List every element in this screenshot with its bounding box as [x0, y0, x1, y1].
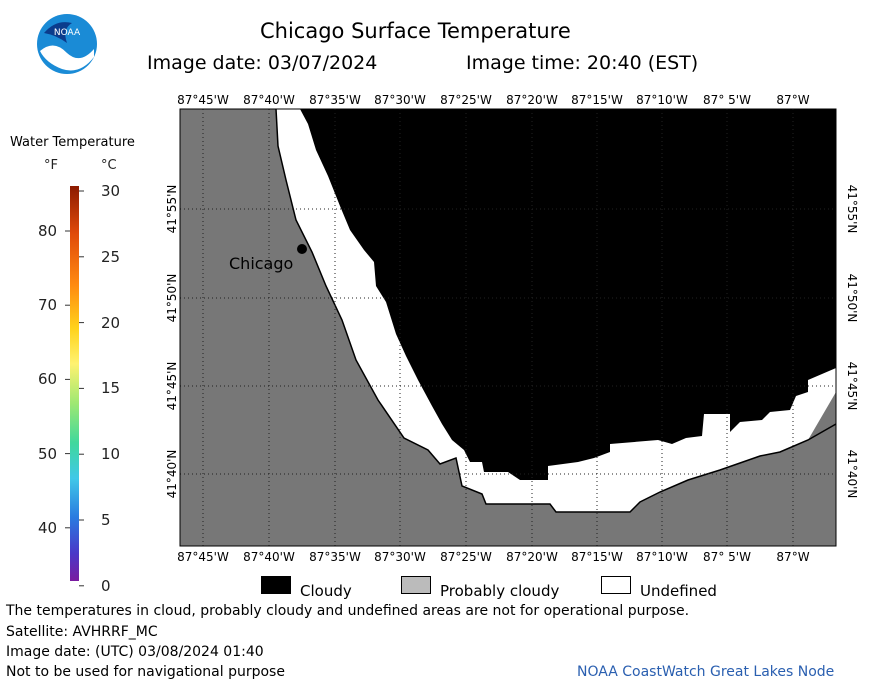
longitude-label-bottom: 87°25'W: [440, 550, 492, 564]
fahrenheit-tick-label: 80: [38, 222, 58, 240]
noaa-logo: NOAA: [37, 14, 97, 74]
shoreline: [275, 108, 837, 513]
longitude-label-top: 87°45'W: [177, 93, 229, 107]
celsius-tick-label: 20: [101, 313, 121, 332]
latitude-label-right: 41°50'N: [845, 274, 859, 323]
legend-probably-cloudy-swatch: [401, 576, 431, 594]
latitude-label-left: 41°45'N: [165, 362, 179, 411]
latitude-label-right: 41°55'N: [845, 185, 859, 234]
celsius-tick-label: 15: [101, 379, 121, 398]
latitude-label-left: 41°55'N: [165, 185, 179, 234]
scale-bar: [70, 186, 79, 581]
chicago-marker: [297, 244, 307, 254]
longitude-label-top: 87°10'W: [636, 93, 688, 107]
latitude-label-right: 41°40'N: [845, 450, 859, 499]
legend-cloudy-swatch: [261, 576, 291, 594]
latitude-label-right: 41°45'N: [845, 362, 859, 411]
unit-fahrenheit: °F: [44, 158, 58, 173]
color-scale: [65, 186, 84, 587]
map-frame: [179, 108, 837, 547]
longitude-label-top: 87°40'W: [243, 93, 295, 107]
longitude-label-top: 87°30'W: [374, 93, 426, 107]
disclaimer-text: The temperatures in cloud, probably clou…: [6, 603, 690, 619]
celsius-tick-label: 5: [101, 511, 111, 529]
temperature-scale-title: Water Temperature: [10, 135, 135, 150]
utc-date-text: Image date: (UTC) 03/08/2024 01:40: [6, 644, 264, 660]
latitude-label-left: 41°40'N: [165, 450, 179, 499]
longitude-label-bottom: 87°15'W: [571, 550, 623, 564]
longitude-label-bottom: 87°10'W: [636, 550, 688, 564]
unit-celsius: °C: [101, 158, 117, 173]
celsius-tick-label: 30: [101, 182, 121, 200]
longitude-label-bottom: 87°20'W: [506, 550, 558, 564]
longitude-label-bottom: 87° 5'W: [703, 550, 751, 564]
longitude-label-bottom: 87°45'W: [177, 550, 229, 564]
longitude-label-bottom: 87°W: [776, 550, 809, 564]
longitude-label-top: 87°20'W: [506, 93, 558, 107]
image-date: Image date: 03/07/2024: [147, 52, 378, 74]
longitude-label-top: 87° 5'W: [703, 93, 751, 107]
credit-text: NOAA CoastWatch Great Lakes Node: [577, 664, 835, 680]
longitude-label-top: 87°15'W: [571, 93, 623, 107]
legend-probably-cloudy-label: Probably cloudy: [440, 582, 560, 600]
fahrenheit-tick-label: 60: [38, 370, 58, 389]
legend-undefined-label: Undefined: [640, 582, 717, 600]
longitude-label-bottom: 87°30'W: [374, 550, 426, 564]
celsius-tick-label: 10: [101, 445, 121, 464]
fahrenheit-tick-label: 40: [38, 518, 58, 537]
navigation-warning: Not to be used for navigational purpose: [6, 664, 285, 680]
cloudy-area: [300, 109, 836, 480]
latitude-label-left: 41°50'N: [165, 274, 179, 323]
legend-undefined-swatch: [601, 576, 631, 594]
satellite-text: Satellite: AVHRRF_MC: [6, 624, 158, 640]
fahrenheit-tick-label: 50: [38, 444, 58, 463]
page-title: Chicago Surface Temperature: [260, 19, 571, 43]
longitude-label-top: 87°35'W: [309, 93, 361, 107]
land-area: [180, 109, 836, 546]
fahrenheit-tick-label: 70: [38, 296, 58, 315]
longitude-label-top: 87°25'W: [440, 93, 492, 107]
image-time: Image time: 20:40 (EST): [466, 52, 699, 74]
legend-cloudy-label: Cloudy: [300, 582, 352, 600]
longitude-label-top: 87°W: [776, 93, 809, 107]
longitude-label-bottom: 87°35'W: [309, 550, 361, 564]
logo-text: NOAA: [54, 28, 81, 38]
chicago-label: Chicago: [229, 254, 293, 273]
celsius-tick-label: 0: [101, 576, 111, 595]
celsius-tick-label: 25: [101, 247, 121, 266]
longitude-label-bottom: 87°40'W: [243, 550, 295, 564]
